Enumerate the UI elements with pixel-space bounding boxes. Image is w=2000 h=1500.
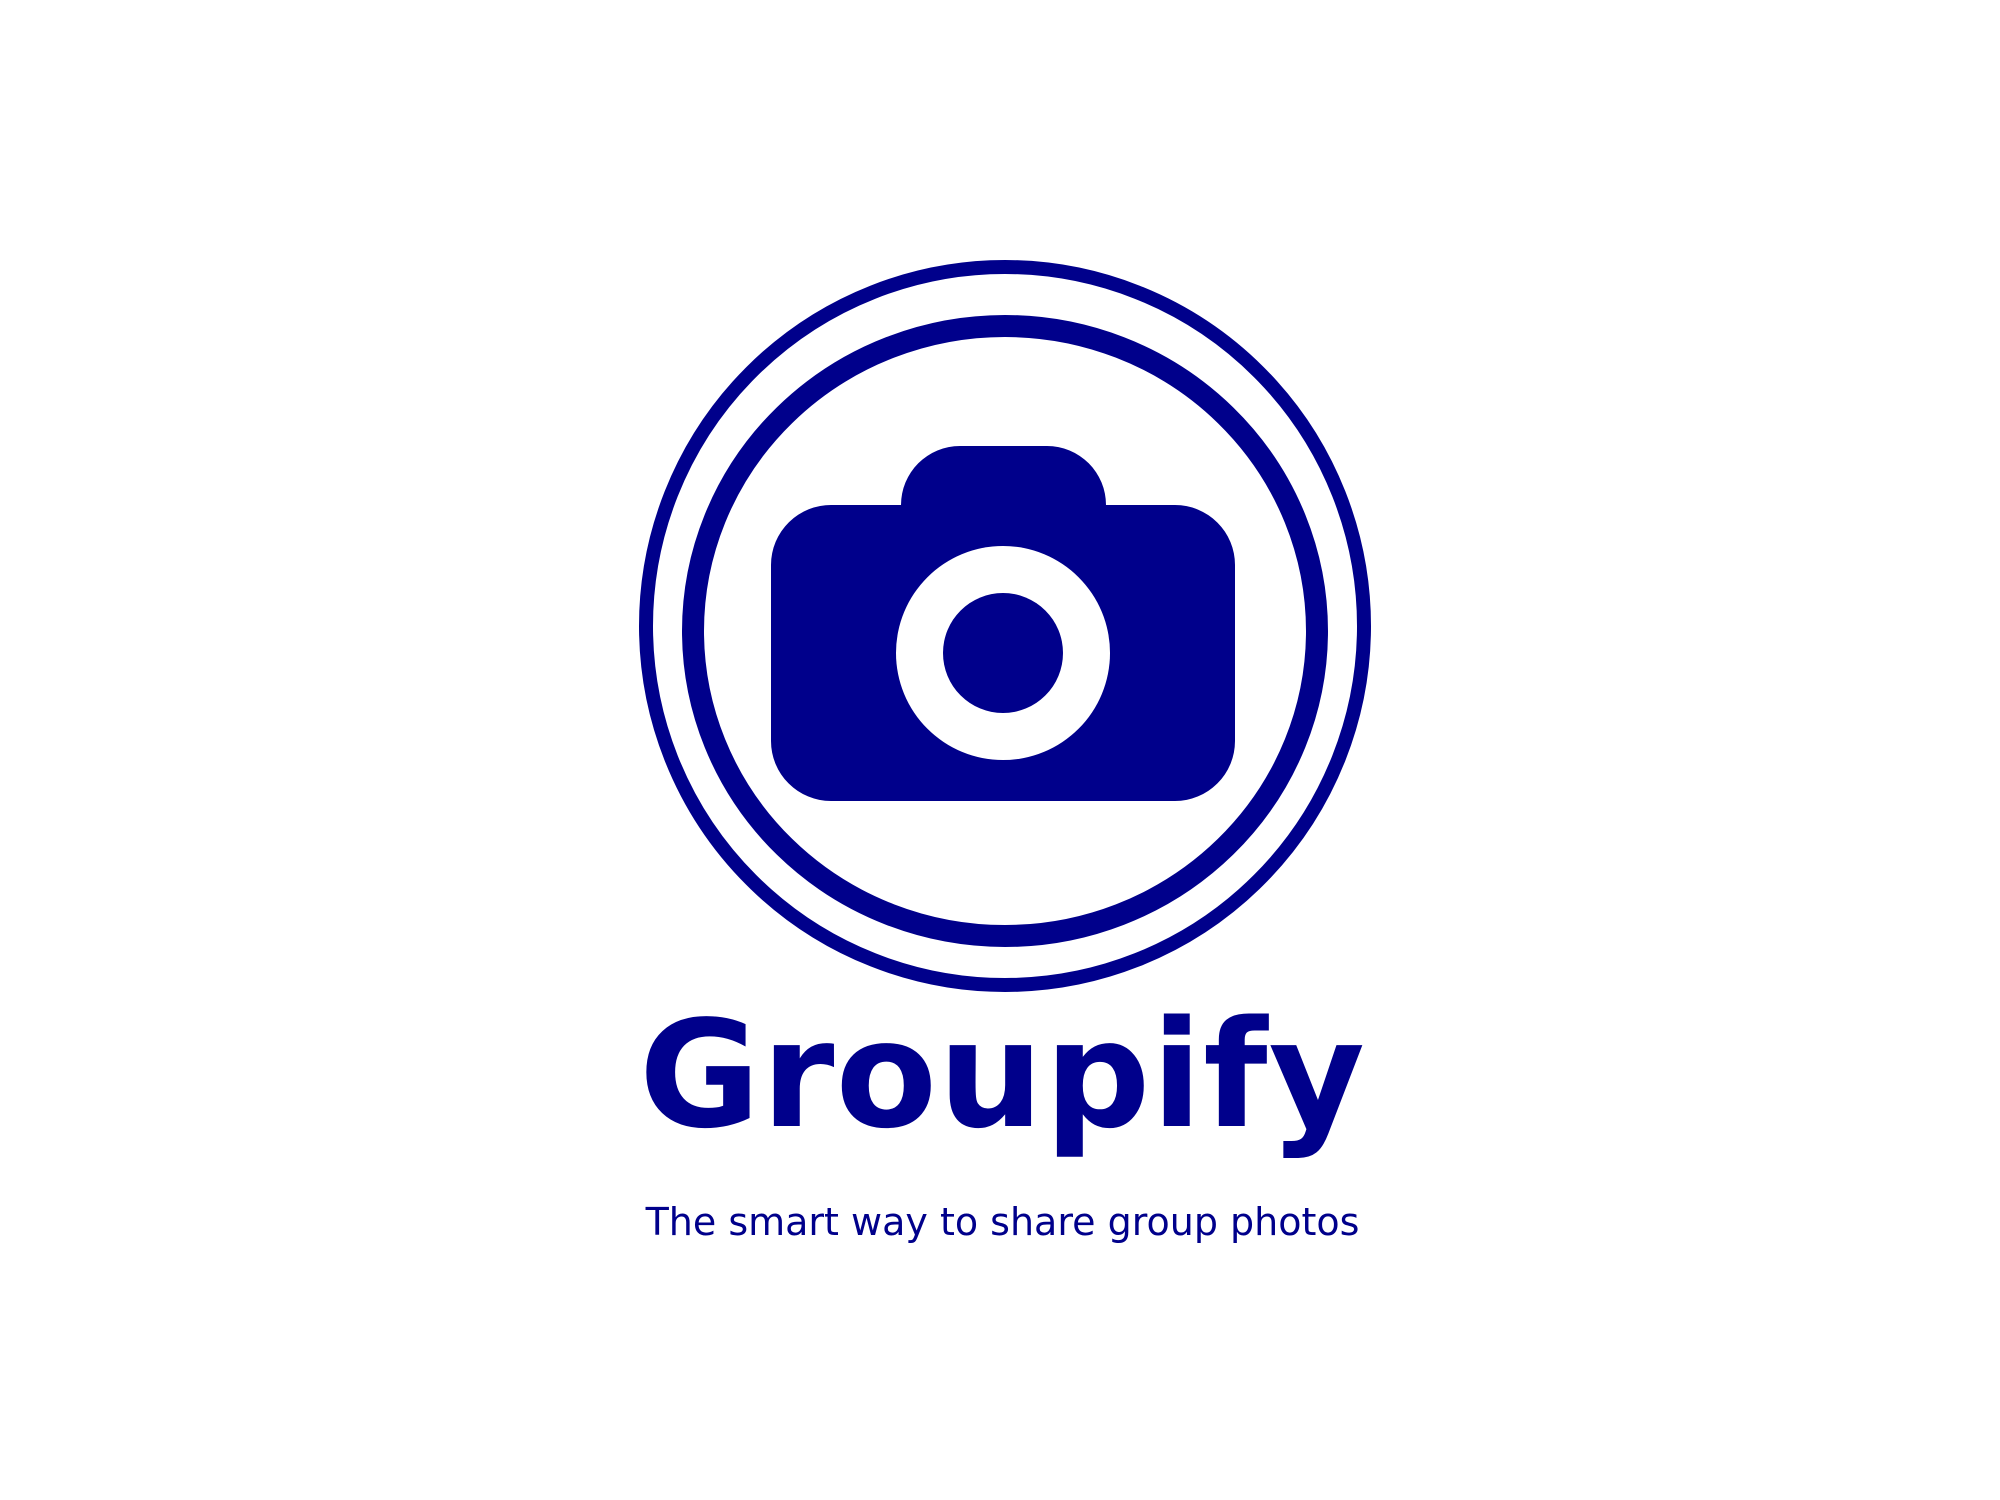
inner-ring <box>682 315 1328 947</box>
camera-icon <box>771 446 1235 801</box>
outer-ring <box>639 260 1371 992</box>
tagline: The smart way to share group photos <box>645 1200 1360 1244</box>
brand-name: Groupify <box>638 989 1367 1161</box>
camera-lens <box>943 593 1063 713</box>
